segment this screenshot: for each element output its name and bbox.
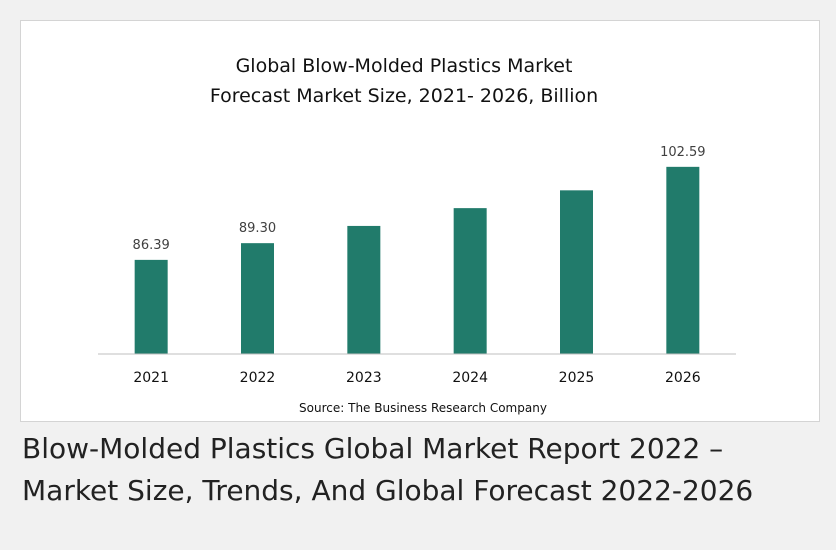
bar-2024 <box>453 208 487 354</box>
caption-line-2: Market Size, Trends, And Global Forecast… <box>22 474 754 507</box>
x-tick-label-2021: 2021 <box>133 370 169 386</box>
x-tick-label-2025: 2025 <box>559 370 595 386</box>
bar-chart: Global Blow-Molded Plastics Market Forec… <box>98 55 736 415</box>
chart-title-line-1: Global Blow-Molded Plastics Market <box>236 55 573 77</box>
x-tick-label-2024: 2024 <box>452 370 488 386</box>
chart-source: Source: The Business Research Company <box>299 401 547 415</box>
bar-2026 <box>666 166 700 354</box>
bar-2025 <box>560 190 593 354</box>
bar-2023 <box>347 225 381 354</box>
bar-2022 <box>241 243 274 354</box>
report-caption[interactable]: Blow-Molded Plastics Global Market Repor… <box>22 428 822 512</box>
x-tick-label-2026: 2026 <box>665 370 701 386</box>
x-tick-label-2023: 2023 <box>346 370 382 386</box>
data-label-2021: 86.39 <box>133 238 170 253</box>
data-label-2022: 89.30 <box>239 221 276 236</box>
caption-line-1: Blow-Molded Plastics Global Market Repor… <box>22 432 724 465</box>
chart-frame: Global Blow-Molded Plastics Market Forec… <box>20 20 820 422</box>
data-label-2026: 102.59 <box>660 145 706 160</box>
x-tick-label-2022: 2022 <box>240 370 276 386</box>
bar-2021 <box>134 259 168 354</box>
chart-title-line-2: Forecast Market Size, 2021- 2026, Billio… <box>210 85 598 107</box>
